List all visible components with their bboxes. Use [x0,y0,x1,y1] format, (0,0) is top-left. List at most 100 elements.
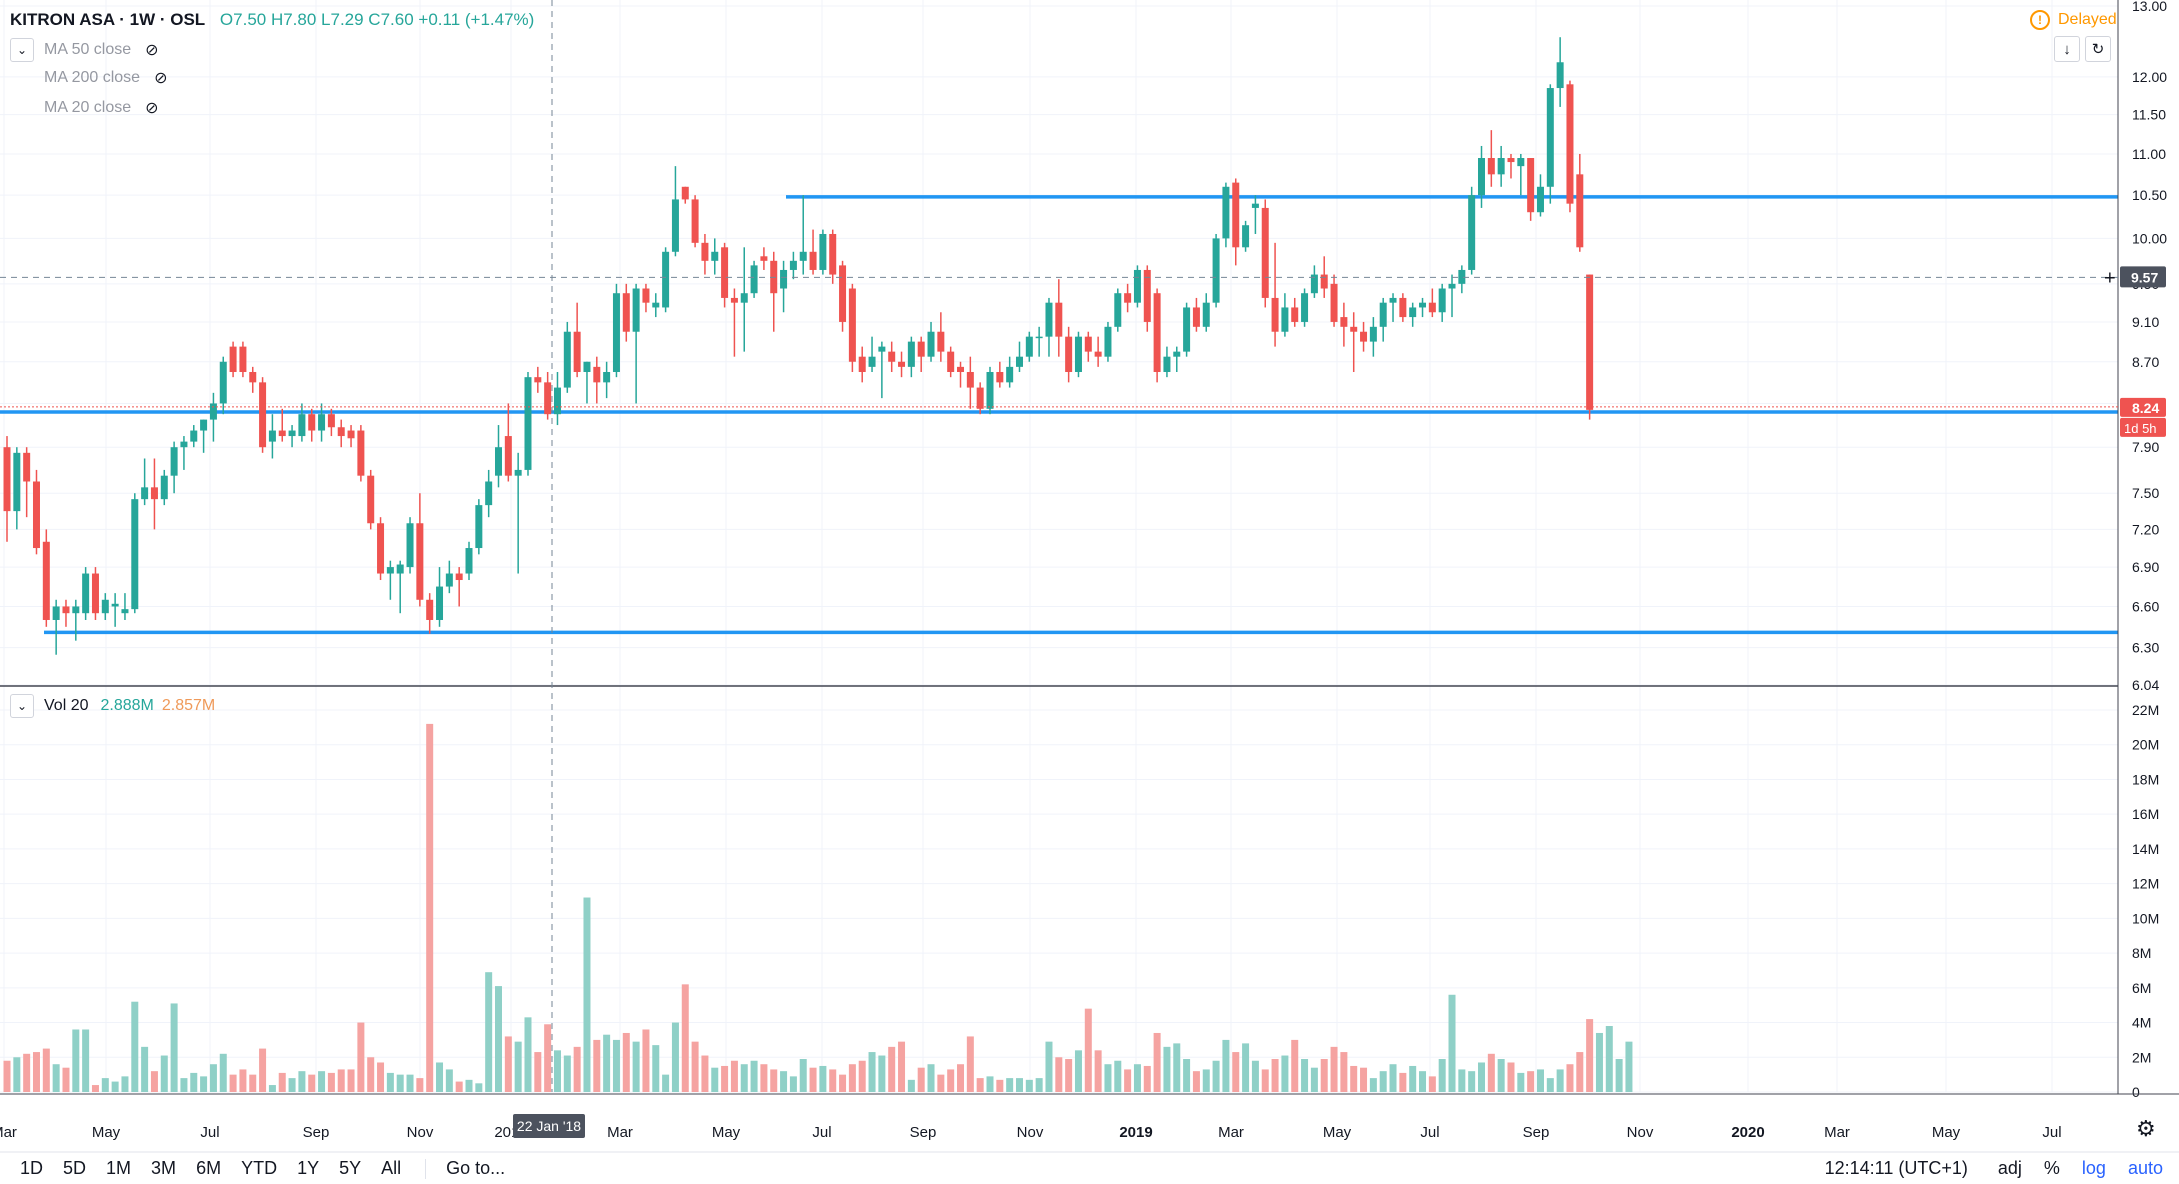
refresh-icon: ↻ [2091,41,2105,58]
candle-body [1330,283,1338,322]
grid [0,0,2118,1093]
volume-bar [1379,1071,1387,1092]
volume-bar [475,1083,483,1092]
indicator-label: MA 50 close [44,41,132,58]
range-3m[interactable]: 3M [151,1158,177,1178]
volume-bar [662,1074,670,1092]
volume-bar [780,1071,788,1092]
candle-body [721,247,729,298]
volume-bar [1212,1060,1220,1092]
volume-bar [386,1072,394,1092]
range-1d[interactable]: 1D [20,1158,44,1178]
volume-bar [337,1069,345,1092]
chevron-down-icon[interactable]: ⌄ [10,694,34,718]
candle-body [524,377,532,470]
range-1m[interactable]: 1M [106,1158,132,1178]
time-tick-label: Mar [607,1124,633,1141]
volume-bar [239,1069,247,1092]
time-tick-label: May [92,1124,121,1141]
range-5d[interactable]: 5D [63,1158,87,1178]
volume-label: Vol 20 [44,697,89,714]
range-6m[interactable]: 6M [196,1158,222,1178]
range-ytd[interactable]: YTD [241,1158,278,1178]
last-price-value: 8.24 [2132,400,2159,416]
candle-body [1556,62,1564,89]
candle-body [1478,158,1485,196]
adj-toggle[interactable]: adj [1997,1158,2022,1178]
goto-button[interactable]: Go to... [446,1158,506,1178]
indicator-ma50[interactable]: ⌄ MA 50 close ⊘ [10,38,159,62]
price-tick-label: 7.20 [2132,521,2159,537]
volume-bar [534,1052,542,1092]
candle-body [160,475,168,500]
candle-body [1389,297,1397,303]
horizontal-lines [0,195,2118,635]
candle-body [1192,307,1200,327]
candle-body [1025,336,1033,357]
volume-bar [819,1065,827,1092]
volume-bar [170,1003,178,1092]
candle-body [799,251,807,261]
time-tick-label: Sep [910,1124,937,1141]
volume-bar [1438,1059,1446,1092]
volume-bar [1389,1064,1397,1092]
volume-bar [504,1036,512,1092]
volume-tick-label: 12M [2132,876,2159,892]
percent-toggle[interactable]: % [2043,1158,2060,1178]
candle-body [52,606,60,620]
volume-bar [1536,1069,1544,1092]
chevron-down-icon[interactable]: ⌄ [10,38,34,62]
volume-bar [357,1022,365,1092]
volume-bar [1045,1041,1053,1092]
candle-body [485,481,493,506]
indicator-ma20[interactable]: MA 20 close ⊘ [10,98,159,118]
volume-bar [1369,1078,1377,1092]
volume-bar [396,1074,404,1092]
candle-body [308,414,316,431]
gear-icon[interactable]: ⚙ [2136,1116,2156,1141]
candle-body [947,351,955,372]
volume-bar [1301,1059,1309,1092]
time-tick-label: Mar [1218,1124,1244,1141]
delayed-badge[interactable]: ! Delayed [2030,10,2117,30]
candle-body [1006,366,1014,383]
candle-body [652,302,660,308]
eye-off-icon[interactable]: ⊘ [145,100,159,117]
range-all[interactable]: All [381,1158,402,1178]
chart-legend: KITRON ASA · 1W · OSL O7.50 H7.80 L7.29 … [10,10,534,30]
volume-bar [209,1064,217,1092]
refresh-button[interactable]: ↻ [2085,36,2111,62]
range-1y[interactable]: 1Y [297,1158,320,1178]
eye-off-icon[interactable]: ⊘ [145,42,159,59]
volume-bar [917,1067,925,1092]
volume-legend[interactable]: ⌄ Vol 20 2.888M 2.857M [10,694,215,718]
log-toggle[interactable]: log [2081,1158,2106,1178]
volume-bar [42,1048,50,1092]
candle-body [819,233,827,270]
volume-value-2: 2.857M [161,697,216,714]
volume-bar [1330,1046,1338,1092]
candle-body [622,293,630,332]
auto-toggle[interactable]: auto [2127,1158,2163,1178]
volume-bar [848,1064,856,1092]
crosshair-price-tag [2120,266,2166,288]
candle-body [730,297,738,303]
clock-time[interactable]: 12:14:11 (UTC+1) [1824,1158,1968,1178]
download-button[interactable]: ↓ [2054,36,2080,62]
candle-body [691,199,699,243]
range-5y[interactable]: 5Y [339,1158,362,1178]
indicator-ma200[interactable]: MA 200 close ⊘ [10,68,167,88]
candle-body [996,371,1004,383]
price-tick-label: 6.04 [2132,677,2159,693]
candle-body [848,288,856,362]
volume-bar [1173,1043,1181,1092]
volume-bar [259,1048,267,1092]
volume-bar [3,1060,11,1092]
axes: MarMayJulSepNov2018MarMayJulSepNov2019Ma… [0,0,2179,1153]
volume-bar [327,1072,335,1092]
eye-off-icon[interactable]: ⊘ [154,70,168,87]
candle-body [740,293,748,303]
candle-body [1251,203,1259,208]
candle-body [563,331,571,388]
